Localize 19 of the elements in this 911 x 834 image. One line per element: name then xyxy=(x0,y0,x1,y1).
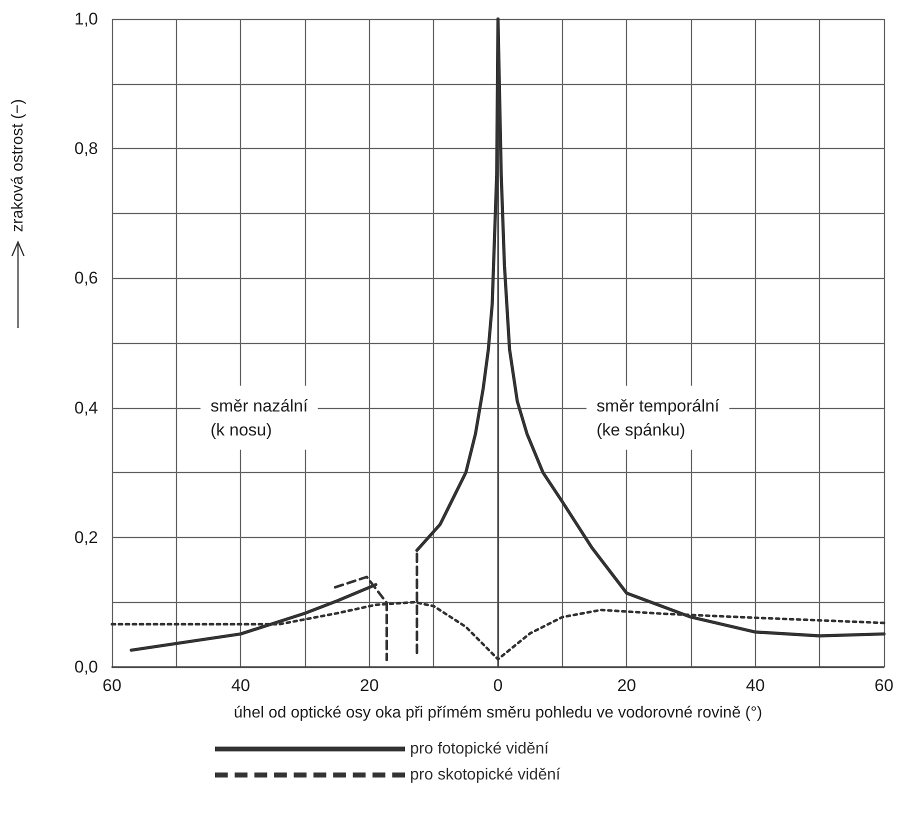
y-tick-label: 1,0 xyxy=(74,10,98,28)
x-tick-label: 20 xyxy=(360,676,379,695)
x-tick-label: 60 xyxy=(102,676,122,695)
x-tick-label: 20 xyxy=(617,676,636,695)
annotation: směr temporální (ke spánku) xyxy=(596,396,720,440)
y-tick-label: 0,8 xyxy=(74,139,98,158)
legend-label: pro skotopické vidění xyxy=(410,766,561,784)
x-tick-label: 0 xyxy=(493,676,503,695)
x-tick-label: 40 xyxy=(746,676,765,695)
y-tick-label: 0,2 xyxy=(74,528,98,547)
y-axis-title: zraková ostrost (−) xyxy=(10,99,26,232)
annotation: směr nazální (k nosu) xyxy=(210,396,308,440)
y-tick-label: 0,6 xyxy=(74,268,98,288)
y-tick-label: 0,0 xyxy=(74,658,98,676)
x-tick-label: 60 xyxy=(874,676,894,695)
x-tick-label: 40 xyxy=(231,676,250,695)
x-axis-title: úhel od optické osy oka při přímém směru pohledu ve vodorovné rovině (°) xyxy=(234,704,762,722)
y-tick-label: 0,4 xyxy=(74,398,98,418)
legend-label: pro fotopické vidění xyxy=(410,740,550,758)
